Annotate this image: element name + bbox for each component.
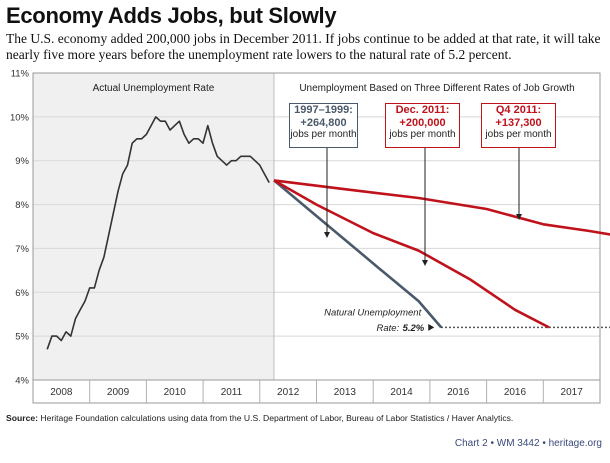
y-tick-label: 7% xyxy=(15,244,29,255)
callout-arrowhead-2 xyxy=(516,214,522,220)
y-tick-label: 9% xyxy=(15,156,29,167)
chart-credit: Chart 2 • WM 3442 • heritage.org xyxy=(455,438,602,449)
y-tick-label: 6% xyxy=(15,288,29,299)
chart-subtitle: The U.S. economy added 200,000 jobs in D… xyxy=(6,31,601,62)
projection-line-0 xyxy=(273,179,443,329)
y-tick-label: 5% xyxy=(15,332,29,343)
callout-arrowhead-1 xyxy=(422,260,428,266)
x-tick-label: 2008 xyxy=(50,387,73,398)
source-text: Heritage Foundation calculations using d… xyxy=(40,413,514,423)
x-tick-label: 2012 xyxy=(277,387,300,398)
callout-dec-2011-amount: +200,000 xyxy=(399,116,446,129)
y-tick-label: 11% xyxy=(11,69,30,80)
callout-fast-growth-amount: +264,800 xyxy=(300,116,347,129)
y-tick-label: 10% xyxy=(10,112,30,123)
y-tick-label: 4% xyxy=(15,376,29,387)
y-tick-label: 8% xyxy=(15,200,29,211)
credit-sep-2: • xyxy=(542,438,546,449)
x-tick-label: 2016 xyxy=(447,387,470,398)
projection-line-2 xyxy=(273,179,610,236)
x-tick-label: 2017 xyxy=(561,387,584,398)
callout-fast-growth-unit: jobs per month xyxy=(290,129,357,140)
source-label: Source: xyxy=(6,413,38,423)
actual-unemployment-line xyxy=(46,116,270,350)
x-tick-label: 2009 xyxy=(107,387,130,398)
callout-q4-2011-name: Q4 2011: xyxy=(495,104,542,116)
chart-title: Economy Adds Jobs, but Slowly xyxy=(6,3,337,28)
callout-arrowhead-0 xyxy=(324,232,330,238)
credit-site-link[interactable]: heritage.org xyxy=(548,438,602,449)
credit-sep-1: • xyxy=(490,438,494,449)
section-title-actual: Actual Unemployment Rate xyxy=(93,83,215,94)
callout-fast-growth-name: 1997–1999: xyxy=(294,104,353,116)
callout-q4-2011-unit: jobs per month xyxy=(485,129,552,140)
natural-rate-value: 5.2% xyxy=(403,323,425,334)
callout-fast-growth: 1997–1999: +264,800 jobs per month xyxy=(289,103,358,148)
section-title-projection: Unemployment Based on Three Different Ra… xyxy=(299,83,574,94)
callout-dec-2011-unit: jobs per month xyxy=(389,129,456,140)
natural-rate-label-2: Rate: xyxy=(377,323,400,334)
projection-line-1 xyxy=(273,179,550,329)
callout-dec-2011-name: Dec. 2011: xyxy=(395,104,450,116)
credit-wm-number: WM 3442 xyxy=(496,438,540,449)
credit-chart-number: Chart 2 xyxy=(454,438,488,449)
callout-q4-2011-amount: +137,300 xyxy=(495,116,542,129)
callout-q4-2011: Q4 2011: +137,300 jobs per month xyxy=(481,103,556,148)
x-tick-label: 2013 xyxy=(334,387,357,398)
x-tick-label: 2011 xyxy=(221,387,243,398)
x-tick-label: 2014 xyxy=(390,387,413,398)
natural-rate-arrow xyxy=(428,323,435,331)
natural-rate-label: Natural Unemployment xyxy=(324,307,422,318)
callout-dec-2011: Dec. 2011: +200,000 jobs per month xyxy=(385,103,460,148)
x-tick-label: 2016 xyxy=(504,387,527,398)
x-tick-label: 2010 xyxy=(164,387,187,398)
source-note: Source: Heritage Foundation calculations… xyxy=(6,413,606,423)
